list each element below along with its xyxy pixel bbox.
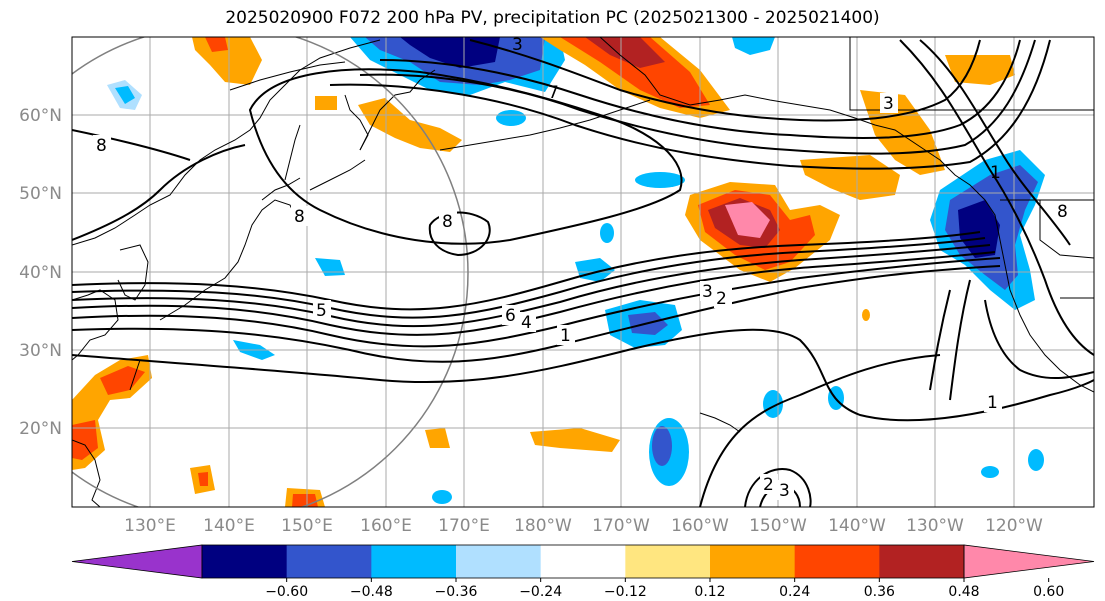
colorbar-tick-label: 0.24 bbox=[779, 584, 810, 600]
lon-label: 170°W bbox=[592, 516, 650, 536]
colorbar-frame bbox=[201, 544, 965, 579]
contour-label: 3 bbox=[883, 94, 894, 114]
lat-label: 60°N bbox=[19, 106, 62, 126]
contour-label: 1 bbox=[990, 163, 1001, 183]
pv-contours bbox=[72, 39, 1094, 507]
range-circle bbox=[72, 37, 469, 507]
colorbar-tick-label: 0.60 bbox=[1033, 584, 1064, 600]
latitude-labels: 60°N 50°N 40°N 30°N 20°N bbox=[19, 106, 62, 439]
lat-label: 20°N bbox=[19, 419, 62, 439]
colorbar-tick-label: −0.60 bbox=[265, 584, 308, 600]
colorbar-tick-label: −0.48 bbox=[350, 584, 393, 600]
colorbar-tick-label: 0.12 bbox=[694, 584, 725, 600]
lon-label: 140°E bbox=[203, 516, 255, 536]
lon-label: 160°W bbox=[671, 516, 729, 536]
map-title: 2025020900 F072 200 hPa PV, precipitatio… bbox=[225, 8, 880, 28]
lon-label: 170°E bbox=[438, 516, 490, 536]
contour-label: 8 bbox=[1057, 202, 1068, 222]
lat-label: 30°N bbox=[19, 341, 62, 361]
colorbar-bin bbox=[371, 545, 457, 578]
contour-label: 2 bbox=[763, 475, 774, 495]
lat-label: 40°N bbox=[19, 263, 62, 283]
contour-label: 8 bbox=[96, 136, 107, 156]
contour-label: 8 bbox=[442, 212, 453, 232]
colorbar-tick-label: −0.36 bbox=[435, 584, 478, 600]
map-frame bbox=[71, 36, 1095, 508]
contour-label-group: 8 8 8 3 7 3 1 8 5 6 4 3 2 1 1 2 3 bbox=[93, 35, 1072, 501]
colorbar-tick-label: −0.24 bbox=[519, 584, 562, 600]
colorbar: −0.60 −0.48 −0.36 −0.24 −0.12 0.12 0.24 0.36 0.4… bbox=[71, 544, 1095, 600]
colorbar-tick-label: 0.36 bbox=[864, 584, 895, 600]
lon-label: 120°W bbox=[985, 516, 1043, 536]
lon-label: 180°W bbox=[514, 516, 572, 536]
contour-label: 3 bbox=[512, 35, 523, 55]
longitude-labels: 130°E 140°E 150°E 160°E 170°E 180°W 170°… bbox=[124, 516, 1043, 536]
lon-label: 160°E bbox=[360, 516, 412, 536]
contour-label: 5 bbox=[316, 301, 327, 321]
coastlines bbox=[72, 37, 1094, 507]
colorbar-bin bbox=[456, 545, 542, 578]
colorbar-bin bbox=[794, 545, 880, 578]
contour-label: 7 bbox=[548, 83, 559, 103]
lon-label: 150°W bbox=[749, 516, 807, 536]
lon-label: 140°W bbox=[828, 516, 886, 536]
lon-label: 130°E bbox=[124, 516, 176, 536]
contour-label: 8 bbox=[294, 207, 305, 227]
colorbar-bin bbox=[202, 545, 288, 578]
lon-label: 130°W bbox=[906, 516, 964, 536]
colorbar-bin bbox=[540, 545, 626, 578]
colorbar-tick-label: 0.48 bbox=[948, 584, 979, 600]
contour-label: 3 bbox=[779, 481, 790, 501]
colorbar-bin bbox=[879, 545, 965, 578]
lat-label: 50°N bbox=[19, 184, 62, 204]
contour-label: 1 bbox=[560, 326, 571, 346]
colorbar-bin bbox=[625, 545, 711, 578]
contour-label: 3 bbox=[702, 282, 713, 302]
colorbar-tick-label: −0.12 bbox=[604, 584, 647, 600]
contour-label: 6 bbox=[505, 306, 516, 326]
colorbar-bin bbox=[710, 545, 796, 578]
colorbar-bin bbox=[286, 545, 372, 578]
lon-label: 150°E bbox=[281, 516, 333, 536]
contour-label: 2 bbox=[716, 289, 727, 309]
contour-label: 1 bbox=[987, 393, 998, 413]
colorbar-extend-high bbox=[963, 544, 1095, 579]
contour-label: 4 bbox=[521, 313, 532, 333]
colorbar-extend-low bbox=[71, 544, 203, 579]
